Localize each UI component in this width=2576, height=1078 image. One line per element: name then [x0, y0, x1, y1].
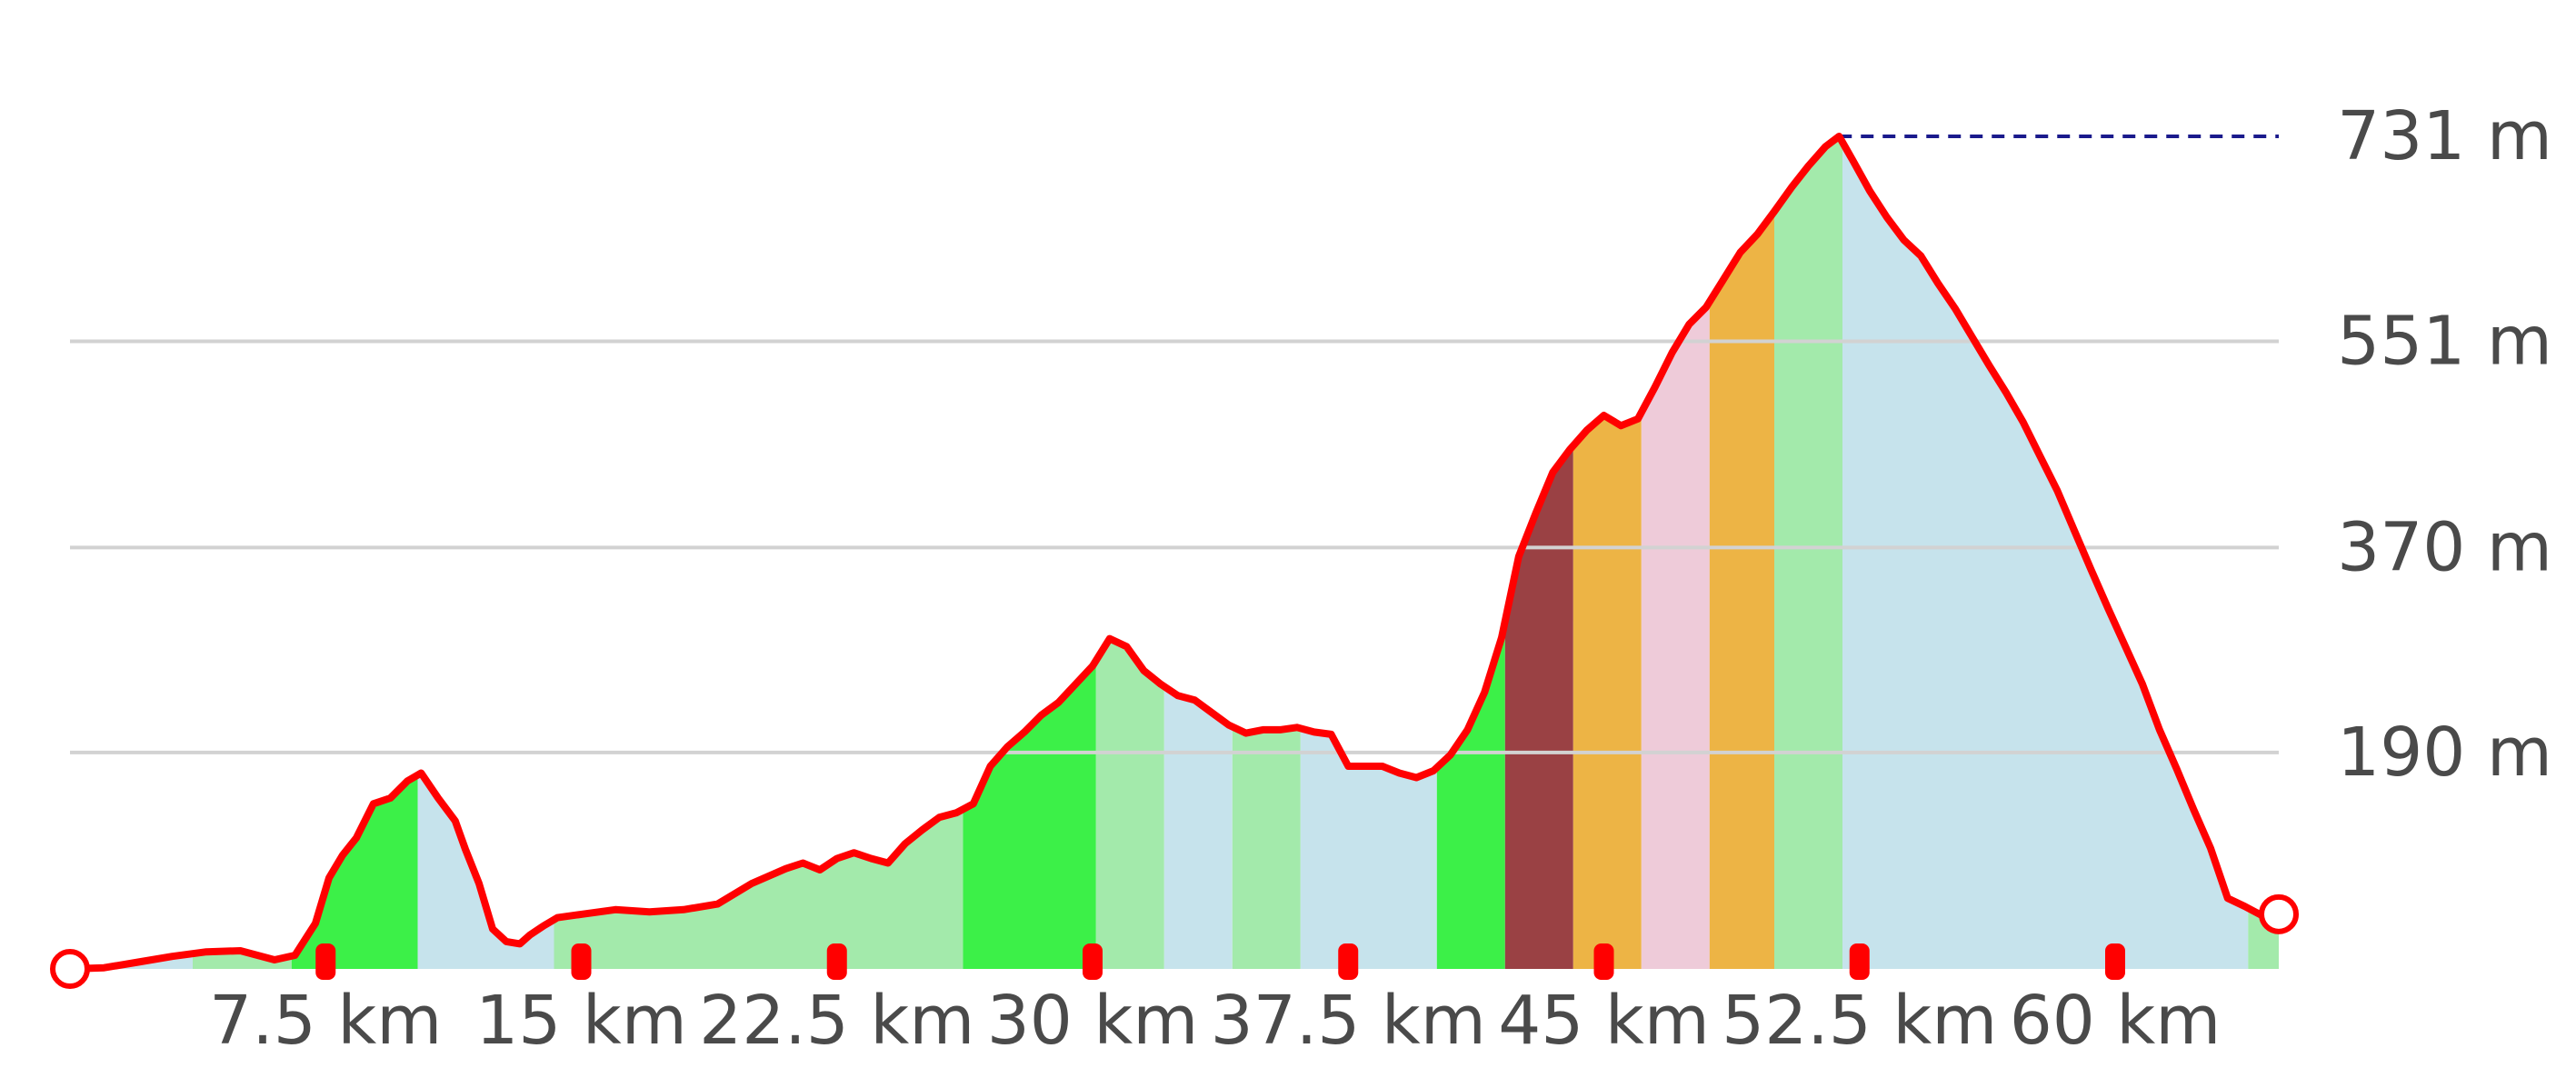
x-axis-ticks: 7.5 km 15 km 22.5 km 30 km 37.5 km 45 km 52.5 …	[209, 982, 2221, 1060]
km-marker-2	[826, 943, 847, 980]
km-marker-6	[1849, 943, 1870, 980]
segment-moderate-climb-2	[291, 774, 418, 969]
x-tick-label: 7.5 km	[209, 982, 442, 1060]
segment-gentle-climb-15	[1774, 136, 1842, 969]
y-tick-label: 551 m	[2337, 303, 2552, 381]
segment-pink-13	[1641, 301, 1710, 969]
x-tick-label: 45 km	[1498, 982, 1710, 1060]
segment-gentle-climb-1	[193, 951, 292, 969]
start-marker	[50, 949, 90, 989]
km-marker-1	[571, 943, 592, 980]
elevation-profile-line	[66, 133, 2282, 973]
segment-steep-climb-14	[1709, 211, 1774, 969]
x-tick-label: 37.5 km	[1211, 982, 1486, 1060]
x-tick-label: 30 km	[987, 982, 1199, 1060]
km-marker-5	[1593, 943, 1614, 980]
km-marker-3	[1083, 943, 1103, 980]
y-axis-ticks: 190 m 370 m 551 m 731 m	[2337, 97, 2552, 792]
km-marker-0	[315, 943, 336, 980]
y-tick-label: 370 m	[2337, 508, 2552, 586]
segment-moderate-climb-5	[963, 660, 1096, 969]
segment-gentle-climb-4	[554, 809, 964, 969]
distance-markers	[315, 943, 2125, 980]
km-marker-7	[2105, 943, 2125, 980]
y-tick-label: 190 m	[2337, 714, 2552, 792]
x-tick-label: 15 km	[475, 982, 687, 1060]
segment-gentle-climb-8	[1232, 726, 1301, 969]
segment-steep-climb-12	[1573, 412, 1642, 969]
x-tick-label: 22.5 km	[699, 982, 974, 1060]
x-tick-label: 60 km	[2010, 982, 2222, 1060]
segment-moderate-climb-10	[1436, 621, 1505, 969]
segment-descent-9	[1300, 728, 1437, 969]
km-marker-4	[1338, 943, 1359, 980]
gradient-segments	[70, 136, 2279, 970]
segment-very-steep-climb-11	[1504, 445, 1573, 969]
gridlines	[70, 339, 2279, 754]
segment-descent-16	[1842, 142, 2249, 970]
segment-descent-7	[1163, 686, 1233, 969]
segment-descent-0	[70, 953, 193, 969]
x-tick-label: 52.5 km	[1722, 982, 1997, 1060]
segment-gentle-climb-6	[1095, 638, 1164, 969]
route-endpoints	[50, 893, 2299, 989]
y-tick-label: 731 m	[2337, 97, 2552, 175]
profile-line-group	[66, 133, 2282, 973]
end-marker	[2259, 893, 2299, 934]
